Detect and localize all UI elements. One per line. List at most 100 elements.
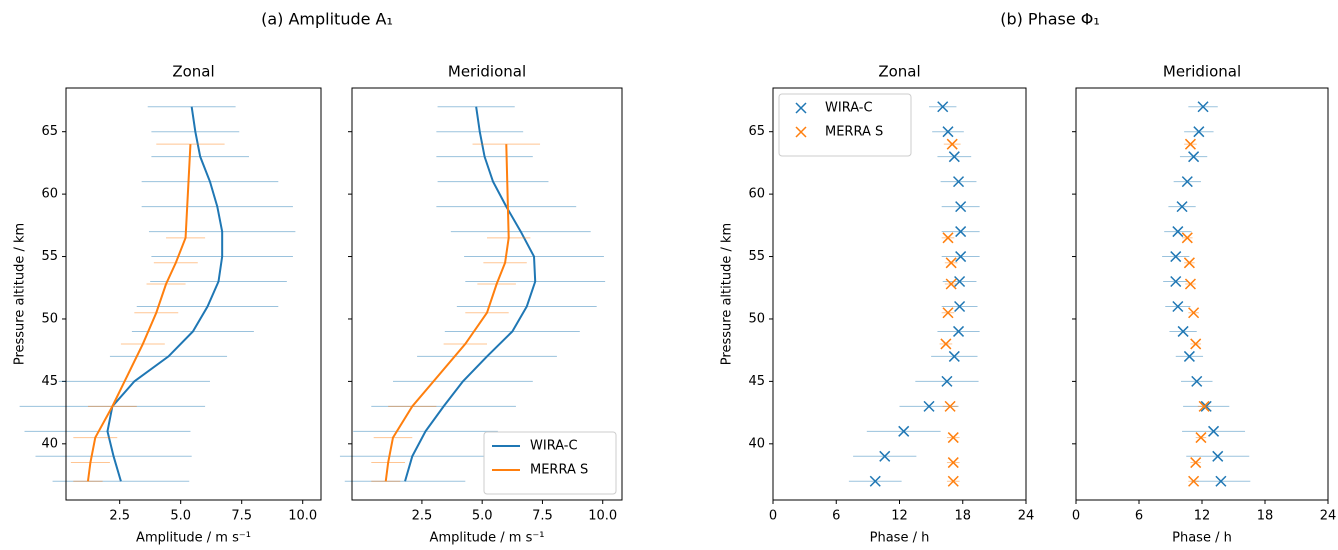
y-tick-label: 45 — [748, 374, 765, 389]
y-tick-label: 55 — [748, 249, 765, 264]
marker — [1198, 400, 1210, 412]
marker — [1191, 375, 1203, 387]
marker — [1200, 400, 1212, 412]
y-tick-label: 40 — [41, 436, 58, 451]
line — [384, 144, 510, 482]
marker — [1193, 126, 1205, 138]
x-tick-label: 7.5 — [532, 509, 553, 524]
marker — [795, 126, 807, 138]
x-tick-label: 6 — [1135, 509, 1143, 524]
marker — [1190, 338, 1202, 350]
y-tick-label: 65 — [748, 124, 765, 139]
marker — [955, 251, 967, 263]
y-tick-label: 60 — [748, 187, 765, 202]
y-tick-label: 45 — [41, 374, 58, 389]
legend-label: MERRA S — [530, 463, 588, 478]
panel-title: Zonal — [172, 63, 214, 81]
x-tick-label: 5.0 — [170, 509, 191, 524]
marker — [955, 201, 967, 213]
x-tick-label: 2.5 — [412, 509, 433, 524]
line — [86, 144, 192, 482]
legend-label: WIRA-C — [825, 101, 873, 116]
marker — [1177, 325, 1189, 337]
marker — [1181, 176, 1193, 188]
y-axis-label: Pressure altitude / km — [720, 223, 735, 365]
marker — [948, 151, 960, 163]
marker — [1197, 101, 1209, 113]
marker — [1170, 275, 1182, 288]
marker — [795, 102, 807, 114]
marker — [942, 126, 954, 138]
marker — [945, 278, 957, 290]
figure-title: (b) Phase Φ₁ — [1000, 10, 1100, 29]
x-tick-label: 0 — [1072, 509, 1080, 524]
plot-frame — [351, 87, 623, 501]
x-tick-label: 2.5 — [109, 509, 130, 524]
marker — [945, 257, 957, 269]
marker — [1188, 151, 1200, 163]
x-tick-label: 12 — [891, 509, 908, 524]
marker — [944, 400, 956, 412]
marker — [948, 350, 960, 362]
marker — [898, 425, 910, 437]
marker — [947, 432, 959, 444]
marker — [954, 300, 966, 313]
plot-frame — [1075, 87, 1329, 501]
marker — [1183, 350, 1195, 362]
plot-frame — [65, 87, 322, 501]
marker — [953, 176, 965, 188]
marker — [1184, 278, 1196, 290]
x-tick-label: 5.0 — [472, 509, 493, 524]
marker — [937, 101, 949, 113]
panel-title: Meridional — [1163, 63, 1241, 81]
panel-title: Meridional — [448, 63, 526, 81]
x-tick-label: 10.0 — [588, 509, 617, 524]
marker — [1188, 307, 1200, 319]
x-axis-label: Amplitude / m s⁻¹ — [430, 531, 545, 546]
marker — [942, 307, 954, 319]
marker — [953, 325, 965, 337]
marker — [1190, 457, 1202, 469]
marker — [954, 275, 966, 288]
x-tick-label: 18 — [954, 509, 971, 524]
marker — [869, 475, 881, 487]
panel-title: Zonal — [878, 63, 920, 81]
plot-frame — [772, 87, 1027, 501]
panel: Zonal Phase / h Pressure altitude / km 0 6 12… — [720, 63, 1035, 546]
marker — [1172, 300, 1184, 313]
legend-label: MERRA S — [825, 125, 883, 140]
x-tick-label: 0 — [769, 509, 777, 524]
x-tick-label: 6 — [832, 509, 840, 524]
x-axis-label: Phase / h — [870, 531, 930, 546]
marker — [1212, 450, 1224, 462]
y-axis-label: Pressure altitude / km — [13, 223, 28, 365]
y-tick-label: 40 — [748, 436, 765, 451]
marker — [940, 338, 952, 350]
x-tick-label: 24 — [1018, 509, 1035, 524]
marker — [1181, 232, 1193, 244]
marker — [941, 375, 953, 387]
legend-box — [778, 93, 912, 157]
legend-label: WIRA-C — [530, 439, 578, 454]
x-tick-label: 18 — [1257, 509, 1274, 524]
x-tick-label: 7.5 — [231, 509, 252, 524]
marker — [1188, 475, 1200, 487]
marker — [1184, 138, 1196, 150]
panel: Zonal Amplitude / m s⁻¹ Pressure altitude … — [13, 63, 322, 546]
marker — [1172, 226, 1184, 238]
line — [106, 106, 224, 482]
y-tick-label: 50 — [748, 311, 765, 326]
marker — [955, 226, 967, 238]
line — [404, 106, 537, 482]
legend-box — [483, 431, 617, 495]
marker — [923, 400, 935, 412]
x-tick-label: 12 — [1194, 509, 1211, 524]
x-tick-label: 10.0 — [288, 509, 317, 524]
figure-title: (a) Amplitude A₁ — [261, 10, 393, 29]
marker — [1195, 432, 1207, 444]
x-axis-label: Amplitude / m s⁻¹ — [136, 531, 251, 546]
marker — [947, 475, 959, 487]
y-tick-label: 60 — [41, 187, 58, 202]
